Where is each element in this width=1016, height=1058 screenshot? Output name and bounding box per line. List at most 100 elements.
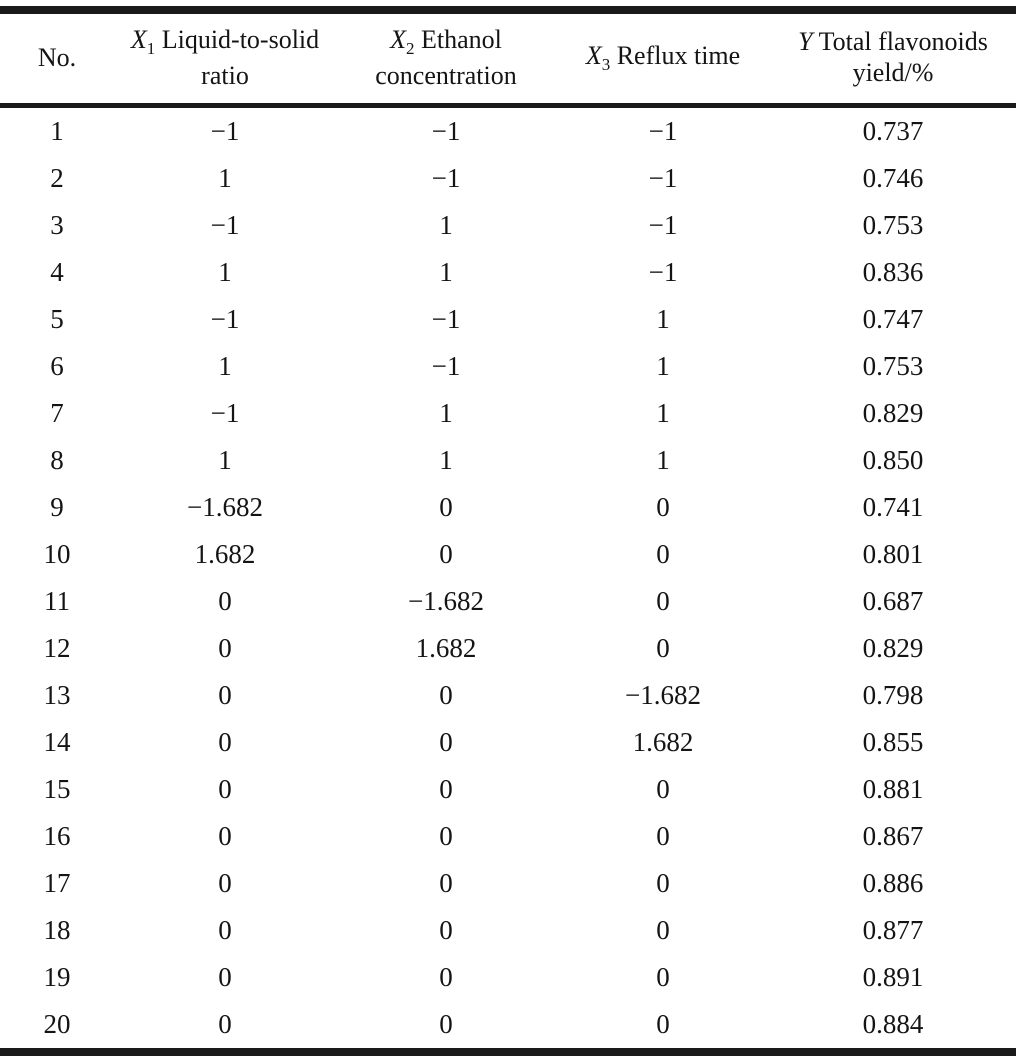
run-number: 12 (43, 632, 71, 663)
table-cell: 0 (439, 491, 453, 522)
table-cell: 0.855 (862, 726, 924, 757)
table-cell: −1 (431, 162, 461, 193)
variable-subscript: 3 (601, 54, 611, 74)
table-cell: 1 (218, 256, 232, 287)
table-row: 3 −1 1 −1 0.753 (0, 202, 1016, 249)
run-number: 15 (43, 773, 71, 804)
table-cell: 0 (439, 679, 453, 710)
table-cell: 1 (656, 397, 670, 428)
column-header-4: Y Total flavonoids yield/% (770, 10, 1016, 108)
table-cell: 0.747 (862, 303, 924, 334)
table-cell: 0 (218, 632, 232, 663)
table-row: 20 0 0 0 0.884 (0, 1001, 1016, 1052)
table-cell: 0 (218, 961, 232, 992)
table-row: 14 0 0 1.682 0.855 (0, 719, 1016, 766)
table-cell: −1 (210, 303, 240, 334)
table-cell: 1 (439, 444, 453, 475)
run-number: 1 (50, 115, 64, 146)
table-cell: −1 (648, 256, 678, 287)
table-cell: −1 (648, 209, 678, 240)
run-number: 18 (43, 914, 71, 945)
table-cell: 0 (218, 867, 232, 898)
table-cell: 0 (656, 632, 670, 663)
table-cell: 1 (218, 444, 232, 475)
variable-subscript: 1 (146, 39, 156, 59)
table-cell: −1 (210, 397, 240, 428)
run-number: 7 (50, 397, 64, 428)
table-cell: −1 (648, 162, 678, 193)
run-number: 5 (50, 303, 64, 334)
run-number: 20 (43, 1008, 71, 1039)
table-cell: 0 (218, 820, 232, 851)
table-cell: 0 (218, 1008, 232, 1039)
table-cell: −1 (431, 115, 461, 146)
table-cell: −1.682 (408, 585, 484, 616)
table-cell: 0.867 (862, 820, 924, 851)
table-row: 6 1 −1 1 0.753 (0, 343, 1016, 390)
table-cell: 0 (656, 538, 670, 569)
table-cell: 0.829 (862, 397, 924, 428)
table-cell: −1 (431, 303, 461, 334)
table-cell: 0 (218, 726, 232, 757)
table-cell: 1 (218, 350, 232, 381)
table-cell: 0 (656, 914, 670, 945)
table-cell: 0.836 (862, 256, 924, 287)
table-cell: −1 (431, 350, 461, 381)
table-cell: 1.682 (632, 726, 694, 757)
run-number: 6 (50, 350, 64, 381)
table-row: 12 0 1.682 0 0.829 (0, 625, 1016, 672)
table-cell: 0 (656, 585, 670, 616)
table-row: 16 0 0 0 0.867 (0, 813, 1016, 860)
variable-symbol: X (585, 40, 602, 70)
table-row: 7 −1 1 1 0.829 (0, 390, 1016, 437)
table-cell: 0 (439, 773, 453, 804)
table-row: 18 0 0 0 0.877 (0, 907, 1016, 954)
table-row: 4 1 1 −1 0.836 (0, 249, 1016, 296)
table-cell: 1.682 (194, 538, 256, 569)
table-cell: 0 (218, 773, 232, 804)
run-number: 11 (44, 585, 70, 616)
variable-symbol: Y (798, 27, 813, 57)
table-cell: 0.753 (862, 350, 924, 381)
table-cell: 0.884 (862, 1008, 924, 1039)
table-cell: 0.798 (862, 679, 924, 710)
table-cell: 0.886 (862, 867, 924, 898)
table-row: 10 1.682 0 0 0.801 (0, 531, 1016, 578)
table-cell: 1 (439, 397, 453, 428)
table-cell: 0 (439, 867, 453, 898)
table-cell: 0 (656, 961, 670, 992)
table-cell: 0 (439, 820, 453, 851)
run-number: 17 (43, 867, 71, 898)
run-number: 10 (43, 538, 71, 569)
table-row: 11 0 −1.682 0 0.687 (0, 578, 1016, 625)
run-number: 16 (43, 820, 71, 851)
table-cell: 0 (218, 585, 232, 616)
run-number: 3 (50, 209, 64, 240)
table-row: 13 0 0 −1.682 0.798 (0, 672, 1016, 719)
table-cell: 0.881 (862, 773, 924, 804)
run-number: 14 (43, 726, 71, 757)
table-cell: 0.850 (862, 444, 924, 475)
table-cell: −1.682 (625, 679, 701, 710)
table-cell: 0.753 (862, 209, 924, 240)
header-row: No. X1 Liquid-to-solid ratio X2 Ethanol conc… (0, 10, 1016, 108)
run-number: 8 (50, 444, 64, 475)
table-cell: −1 (210, 209, 240, 240)
column-header-0: No. (0, 10, 114, 108)
table-cell: 0.741 (862, 491, 924, 522)
table-body: 1 −1 −1 −1 0.737 2 1 −1 −1 0.746 3 −1 1 −1 0.753 4 1 1 −1 0… (0, 105, 1016, 1052)
run-number: 9 (50, 491, 64, 522)
table-cell: 0 (439, 1008, 453, 1039)
table-cell: 1 (656, 350, 670, 381)
table-cell: 1.682 (415, 632, 477, 663)
run-number: 2 (50, 162, 64, 193)
table-cell: −1 (210, 115, 240, 146)
table-cell: 0.746 (862, 162, 924, 193)
table-cell: 0 (656, 867, 670, 898)
table-cell: 1 (656, 303, 670, 334)
table-row: 17 0 0 0 0.886 (0, 860, 1016, 907)
variable-symbol: X (130, 25, 147, 54)
variable-symbol: X (390, 25, 406, 54)
table-cell: 0 (656, 1008, 670, 1039)
experiment-design-table: No. X1 Liquid-to-solid ratio X2 Ethanol conc… (0, 6, 1016, 1056)
